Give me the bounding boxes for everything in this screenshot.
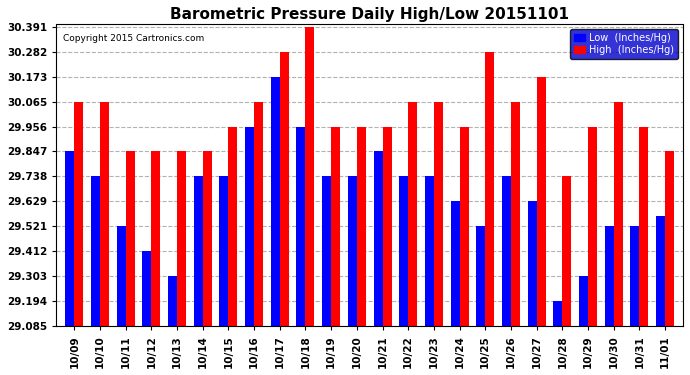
Bar: [126, 152, 135, 326]
Bar: [100, 102, 109, 326]
Bar: [631, 226, 640, 326]
Bar: [270, 77, 280, 326]
Bar: [613, 102, 622, 326]
Bar: [348, 177, 357, 326]
Bar: [280, 52, 289, 326]
Bar: [604, 226, 613, 326]
Bar: [254, 102, 263, 326]
Bar: [228, 126, 237, 326]
Bar: [382, 126, 391, 326]
Bar: [203, 152, 212, 326]
Bar: [400, 177, 408, 326]
Bar: [91, 177, 100, 326]
Bar: [357, 126, 366, 326]
Bar: [142, 251, 151, 326]
Bar: [66, 152, 75, 326]
Bar: [373, 152, 382, 326]
Legend: Low  (Inches/Hg), High  (Inches/Hg): Low (Inches/Hg), High (Inches/Hg): [570, 29, 678, 58]
Bar: [151, 152, 160, 326]
Bar: [656, 216, 665, 326]
Bar: [117, 226, 126, 326]
Bar: [322, 177, 331, 326]
Bar: [665, 152, 674, 326]
Bar: [331, 126, 340, 326]
Text: Copyright 2015 Cartronics.com: Copyright 2015 Cartronics.com: [63, 33, 204, 42]
Bar: [297, 126, 306, 326]
Bar: [451, 201, 460, 326]
Bar: [476, 226, 485, 326]
Bar: [306, 27, 315, 326]
Bar: [562, 177, 571, 326]
Bar: [75, 102, 83, 326]
Bar: [485, 52, 494, 326]
Title: Barometric Pressure Daily High/Low 20151101: Barometric Pressure Daily High/Low 20151…: [170, 7, 569, 22]
Bar: [511, 102, 520, 326]
Bar: [640, 126, 649, 326]
Bar: [537, 77, 546, 326]
Bar: [177, 152, 186, 326]
Bar: [528, 201, 537, 326]
Bar: [460, 126, 469, 326]
Bar: [434, 102, 443, 326]
Bar: [579, 276, 588, 326]
Bar: [219, 177, 228, 326]
Bar: [245, 126, 254, 326]
Bar: [425, 177, 434, 326]
Bar: [408, 102, 417, 326]
Bar: [588, 126, 597, 326]
Bar: [553, 301, 562, 326]
Bar: [502, 177, 511, 326]
Bar: [168, 276, 177, 326]
Bar: [194, 177, 203, 326]
